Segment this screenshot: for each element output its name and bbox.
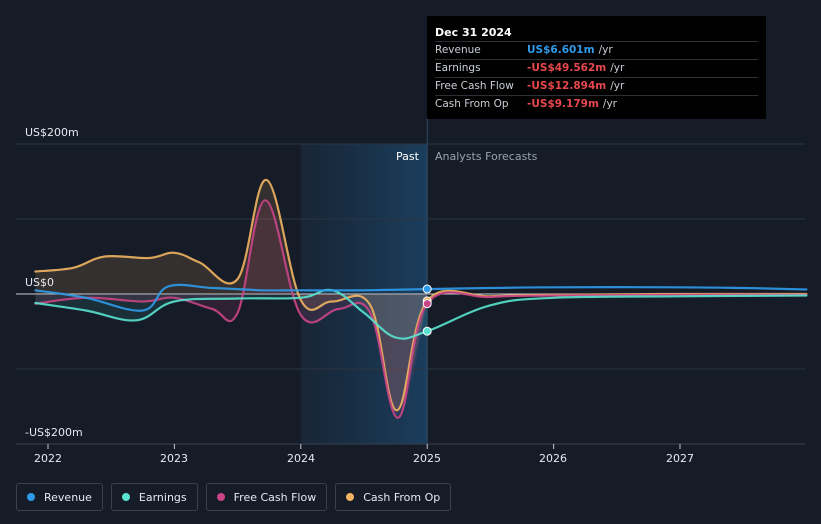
forecast-label: Analysts Forecasts (435, 150, 538, 163)
legend-dot-icon (121, 493, 130, 501)
tooltip-label: Cash From Op (435, 98, 509, 110)
legend-item-revenue[interactable]: Revenue (16, 483, 103, 511)
tooltip-value: -US$9.179m (527, 98, 599, 110)
tooltip-row-free-cash-flow: Free Cash Flow -US$12.894m /yr (435, 77, 758, 95)
tooltip-row-cash-from-op: Cash From Op -US$9.179m /yr (435, 95, 758, 113)
tooltip: Dec 31 2024 Revenue US$6.601m /yr Earnin… (427, 16, 766, 119)
tooltip-date: Dec 31 2024 (435, 26, 512, 39)
legend-dot-icon (216, 493, 225, 501)
tooltip-unit: /yr (598, 44, 613, 56)
past-label: Past (396, 150, 419, 163)
legend-label: Free Cash Flow (233, 490, 317, 504)
series-line-free-cash-flow (34, 199, 808, 419)
series-marker-free-cash-flow (422, 299, 432, 309)
y-tick-label-zero: US$0 (25, 276, 55, 289)
legend-item-earnings[interactable]: Earnings (110, 483, 198, 511)
y-tick-label-top: US$200m (25, 126, 79, 139)
x-tick-label: 2026 (539, 452, 567, 465)
legend-label: Earnings (138, 490, 187, 504)
series-line-earnings (34, 288, 808, 340)
tooltip-unit: /yr (602, 98, 617, 110)
tooltip-label: Earnings (435, 62, 481, 74)
legend-item-free-cash-flow[interactable]: Free Cash Flow (205, 483, 328, 511)
legend: Revenue Earnings Free Cash Flow Cash Fro… (16, 483, 452, 511)
series-line-revenue (34, 283, 808, 312)
tooltip-label: Revenue (435, 44, 481, 56)
y-tick-label-bottom: -US$200m (25, 426, 83, 439)
x-tick-label: 2025 (413, 452, 441, 465)
x-tick-label: 2027 (666, 452, 694, 465)
tooltip-value: -US$12.894m (527, 80, 607, 92)
series-area-free-cash-flow (35, 200, 428, 418)
legend-label: Revenue (44, 490, 92, 504)
tooltip-row-earnings: Earnings -US$49.562m /yr (435, 59, 758, 77)
tooltip-value: US$6.601m (527, 44, 595, 56)
tooltip-value: -US$49.562m (527, 62, 607, 74)
x-tick-label: 2022 (34, 452, 62, 465)
series-marker-revenue (422, 284, 432, 294)
x-tick-label: 2023 (160, 452, 188, 465)
legend-item-cash-from-op[interactable]: Cash From Op (335, 483, 452, 511)
legend-dot-icon (27, 493, 35, 501)
x-tick-label: 2024 (287, 452, 315, 465)
tooltip-label: Free Cash Flow (435, 80, 514, 92)
legend-label: Cash From Op (363, 490, 441, 504)
tooltip-unit: /yr (610, 80, 625, 92)
legend-dot-icon (346, 493, 355, 501)
series-marker-earnings (422, 326, 432, 336)
tooltip-unit: /yr (610, 62, 625, 74)
tooltip-row-revenue: Revenue US$6.601m /yr (435, 41, 758, 59)
